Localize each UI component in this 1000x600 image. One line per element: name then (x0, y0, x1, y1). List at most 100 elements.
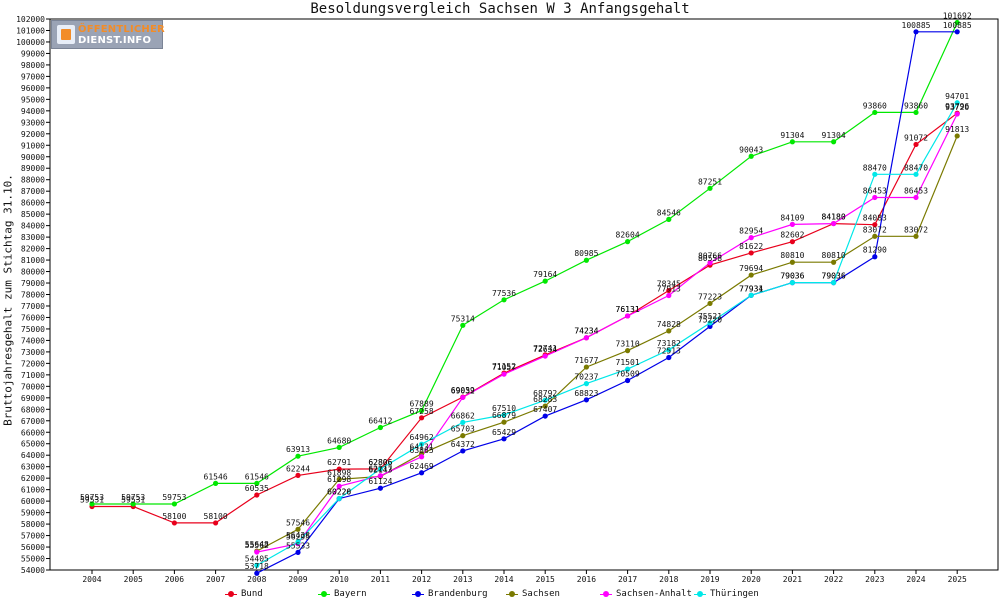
y-tick-label: 80000 (21, 268, 45, 277)
data-label-bayern: 59753 (121, 493, 145, 502)
data-label-brandenburg: 62469 (410, 462, 434, 471)
data-label-bayern: 93860 (904, 101, 928, 110)
y-tick-label: 89000 (21, 164, 45, 173)
data-point-sachsen (872, 233, 878, 239)
x-tick-label: 2017 (618, 575, 637, 584)
site-logo[interactable]: ÖFFENTLICHER DIENST.INFO (51, 20, 165, 49)
y-tick-label: 67000 (21, 417, 45, 426)
data-point-bund (213, 520, 219, 526)
data-point-bund (295, 472, 301, 478)
series-line-bund (92, 112, 958, 524)
data-label-sachsenanhalt: 86453 (863, 186, 887, 195)
data-label-bayern: 77536 (492, 289, 516, 298)
data-point-bund (913, 141, 919, 148)
data-label-bund: 84083 (863, 214, 887, 223)
y-tick-label: 56000 (21, 543, 45, 552)
data-label-thringen: 66862 (451, 411, 475, 420)
data-label-bund: 60535 (245, 484, 269, 493)
data-point-brandenburg (913, 29, 919, 35)
x-tick-label: 2019 (700, 575, 719, 584)
y-tick-label: 55000 (21, 555, 45, 564)
y-tick-label: 100000 (16, 38, 45, 47)
data-point-brandenburg (377, 485, 383, 491)
data-label-bund: 67258 (410, 407, 434, 416)
data-label-bund: 93796 (945, 102, 969, 111)
data-point-bund (789, 239, 796, 245)
y-tick-label: 78000 (21, 291, 45, 300)
data-point-bund (336, 466, 342, 472)
data-point-sachsen (954, 133, 960, 139)
data-point-thringen (419, 441, 425, 447)
x-tick-label: 2022 (824, 575, 843, 584)
data-point-bayern (171, 501, 177, 507)
data-label-bund: 62244 (286, 464, 310, 473)
data-point-bayern (748, 153, 754, 159)
data-point-sachsenanhalt (831, 220, 837, 227)
data-label-bayern: 93860 (863, 101, 887, 110)
data-label-sachsen: 80810 (780, 251, 804, 260)
y-tick-label: 91000 (21, 141, 45, 150)
data-label-brandenburg: 64372 (451, 440, 475, 449)
data-label-brandenburg: 75220 (698, 315, 722, 324)
data-point-thringen (707, 320, 713, 326)
data-point-thringen (336, 495, 342, 502)
x-tick-label: 2015 (536, 575, 555, 584)
y-tick-label: 88000 (21, 176, 45, 185)
data-point-sachsen (583, 364, 590, 370)
data-label-bayern: 91304 (780, 131, 804, 140)
data-label-brandenburg: 67407 (533, 405, 557, 414)
data-point-brandenburg (954, 29, 960, 35)
data-label-brandenburg: 53718 (245, 562, 269, 571)
chart-title: Besoldungsvergleich Sachsen W 3 Anfangsg… (310, 1, 690, 17)
legend-label: Brandenburg (428, 589, 488, 599)
data-point-thringen (625, 366, 631, 372)
y-tick-label: 59000 (21, 509, 45, 518)
data-label-sachsenanhalt: 56295 (286, 533, 310, 542)
data-label-sachsenanhalt: 84109 (780, 213, 804, 222)
y-tick-label: 72000 (21, 359, 45, 368)
data-label-thringen: 54405 (245, 554, 269, 563)
data-point-sachsenanhalt (460, 394, 466, 401)
data-point-bayern (913, 109, 919, 116)
y-tick-label: 65000 (21, 440, 45, 449)
data-label-sachsenanhalt: 84180 (822, 213, 846, 222)
data-label-bayern: 66412 (368, 417, 392, 426)
data-label-bayern: 61546 (204, 472, 228, 481)
data-label-brandenburg: 79036 (780, 272, 804, 281)
data-label-sachsenanhalt: 55562 (245, 541, 269, 550)
data-point-sachsen (707, 300, 713, 307)
data-point-bayern (130, 501, 136, 507)
y-tick-label: 102000 (16, 15, 45, 24)
data-point-bayern (501, 297, 507, 303)
data-label-brandenburg: 100885 (943, 21, 972, 30)
data-point-sachsen (666, 328, 672, 334)
data-label-thringen: 71501 (616, 358, 640, 367)
y-tick-label: 96000 (21, 84, 45, 93)
data-point-sachsenanhalt (789, 221, 796, 227)
data-label-sachsenanhalt: 93720 (945, 103, 969, 112)
data-label-sachsenanhalt: 86453 (904, 186, 928, 195)
data-point-bund (666, 287, 672, 294)
y-tick-label: 54000 (21, 566, 45, 575)
data-point-bund (171, 520, 177, 526)
data-label-bund: 76131 (616, 305, 640, 314)
data-label-bund: 91072 (904, 133, 928, 142)
data-point-thringen (666, 347, 672, 353)
data-label-bund: 69059 (451, 386, 475, 395)
data-label-sachsen: 83072 (904, 225, 928, 234)
data-label-bayern: 90043 (739, 145, 763, 154)
data-point-brandenburg (542, 413, 548, 419)
data-point-bayern (872, 109, 878, 116)
x-tick-label: 2010 (330, 575, 349, 584)
data-point-bayern (419, 407, 425, 414)
x-tick-label: 2012 (412, 575, 431, 584)
data-point-sachsenanhalt (625, 313, 631, 319)
data-label-sachsenanhalt: 76131 (616, 305, 640, 314)
y-tick-label: 95000 (21, 95, 45, 104)
data-label-thringen: 56438 (286, 531, 310, 540)
data-point-sachsenanhalt (707, 260, 713, 266)
y-tick-label: 76000 (21, 313, 45, 322)
data-label-thringen: 88470 (863, 163, 887, 172)
data-label-thringen: 73182 (657, 339, 681, 348)
data-point-bayern (583, 257, 590, 263)
